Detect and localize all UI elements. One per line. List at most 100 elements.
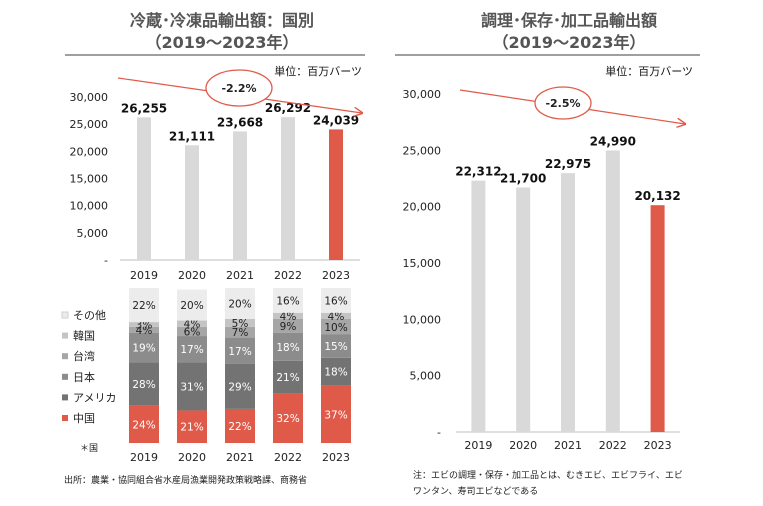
stack-segment-label: 17%: [228, 346, 251, 358]
stack-segment-label: 17%: [180, 344, 203, 356]
left-bar-2020: [185, 145, 199, 260]
stack-category-label: 2023: [322, 451, 350, 464]
stack-segment-label: 22%: [132, 300, 155, 312]
legend-swatch: [61, 311, 69, 319]
stack-segment-その他: [129, 288, 159, 323]
left-ytick-label: 15,000: [70, 173, 109, 186]
legend-swatch: [62, 415, 68, 421]
stack-segment-label: 7%: [232, 327, 249, 339]
stack-segment-label: 5%: [232, 318, 249, 330]
left-category-label: 2019: [130, 269, 158, 282]
legend-label: 韓国: [73, 330, 95, 343]
right-value-label: 20,132: [634, 189, 680, 203]
right-trend-ellipse: [534, 86, 592, 120]
left-ytick-label: 25,000: [70, 118, 109, 131]
left-ytick-label: 30,000: [70, 91, 109, 104]
right-trend-label: -2.5%: [545, 97, 580, 110]
stack-segment-台湾: [177, 326, 207, 337]
stack-segment-中国: [273, 393, 303, 443]
stack-segment-その他: [225, 288, 255, 319]
right-note-line1: 注：エビの調理・保存・加工品とは、むきエビ、エビフライ、エビ: [413, 469, 683, 481]
right-category-label: 2022: [599, 439, 627, 452]
stack-category-label: 2021: [226, 451, 254, 464]
right-category-label: 2023: [644, 439, 672, 452]
left-bar-2023: [329, 129, 343, 260]
left-bar-2021: [233, 131, 247, 260]
right-note-line2: ワンタン、寿司エビなどである: [413, 485, 538, 497]
right-ytick-label: 15,000: [403, 257, 442, 270]
left-title-line2: （2019～2023年）: [145, 33, 298, 52]
stack-segment-label: 10%: [324, 322, 347, 334]
right-value-label: 24,990: [590, 134, 636, 148]
stack-segment-日本: [225, 337, 255, 364]
left-ytick-label: 20,000: [70, 145, 109, 158]
stack-segment-アメリカ: [129, 362, 159, 406]
right-bar-2019: [471, 180, 486, 432]
left-title-line1: 冷蔵･冷凍品輸出額：国別: [130, 11, 314, 30]
stack-segment-label: 20%: [180, 300, 203, 312]
right-bar-2022: [605, 150, 620, 433]
stack-segment-日本: [321, 334, 351, 358]
left-value-label: 23,668: [217, 115, 263, 129]
left-ytick-label: -: [104, 254, 108, 267]
right-ytick-label: -: [437, 426, 441, 439]
legend-label: 台湾: [73, 349, 95, 363]
left-value-label: 21,111: [169, 129, 215, 143]
right-title-line1: 調理･保存･加工品輸出額: [481, 11, 657, 30]
right-bar-2023: [650, 205, 665, 432]
stack-segment-中国: [225, 408, 255, 443]
stack-segment-日本: [177, 336, 207, 363]
left-bar-chart: - 5,000 10,000 15,000 20,000 25,000 30,000 26,2…: [70, 91, 360, 282]
stack-segment-その他: [177, 289, 207, 321]
right-bar-2021: [561, 173, 575, 433]
stack-segment-label: 32%: [276, 413, 299, 425]
stack-segment-label: 15%: [324, 341, 347, 353]
legend-label: 日本: [73, 370, 95, 384]
stack-segment-label: 20%: [228, 299, 251, 311]
right-ytick-label: 10,000: [403, 313, 442, 326]
legend-label: 中国: [73, 412, 95, 425]
country-note: ＊国: [80, 443, 98, 454]
stack-segment-label: 22%: [228, 421, 251, 433]
stack-segment-台湾: [321, 319, 351, 335]
stack-segment-label: 4%: [184, 319, 201, 331]
right-ytick-label: 5,000: [410, 370, 442, 383]
left-value-label: 26,292: [265, 101, 311, 115]
stack-segment-アメリカ: [321, 357, 351, 386]
stack-segment-アメリカ: [225, 363, 255, 409]
stack-segment-韓国: [129, 322, 159, 327]
stack-segment-label: 6%: [184, 326, 201, 338]
left-value-label: 26,255: [121, 101, 167, 115]
stack-category-label: 2019: [130, 451, 158, 464]
left-bar-2022: [281, 117, 295, 261]
stack-segment-label: 3%: [136, 319, 153, 331]
stack-segment-韓国: [273, 312, 303, 319]
legend-swatch: [62, 332, 68, 339]
stack-segment-中国: [177, 410, 207, 443]
right-title-line2: （2019～2023年）: [492, 33, 645, 52]
stack-segment-label: 16%: [276, 295, 299, 307]
right-value-label: 22,312: [455, 165, 501, 179]
stack-segment-label: 18%: [324, 367, 347, 379]
left-trend-label: -2.2%: [221, 82, 256, 95]
legend-swatch: [62, 394, 68, 401]
right-category-label: 2020: [509, 439, 537, 452]
stack-segment-中国: [321, 385, 351, 443]
left-value-label: 24,039: [313, 113, 359, 127]
left-unit-label: 単位：百万バーツ: [274, 64, 362, 78]
right-bar-2020: [516, 187, 531, 432]
stack-segment-台湾: [273, 319, 303, 333]
stack-segment-label: 31%: [180, 381, 203, 393]
stack-segment-label: 16%: [324, 295, 347, 307]
right-category-label: 2019: [464, 439, 492, 452]
stack-segment-label: 19%: [132, 343, 155, 355]
stack-segment-その他: [273, 288, 303, 313]
stack-segment-label: 4%: [280, 311, 297, 323]
left-trend-ellipse: [205, 69, 273, 107]
left-stacked-chart: 24%28%19%4%3%22%201921%31%17%6%4%20%2020…: [129, 288, 351, 464]
stack-category-label: 2022: [274, 451, 302, 464]
stack-segment-台湾: [129, 326, 159, 333]
right-value-label: 22,975: [545, 157, 591, 171]
stack-segment-label: 21%: [276, 372, 299, 384]
stack-segment-アメリカ: [273, 360, 303, 394]
